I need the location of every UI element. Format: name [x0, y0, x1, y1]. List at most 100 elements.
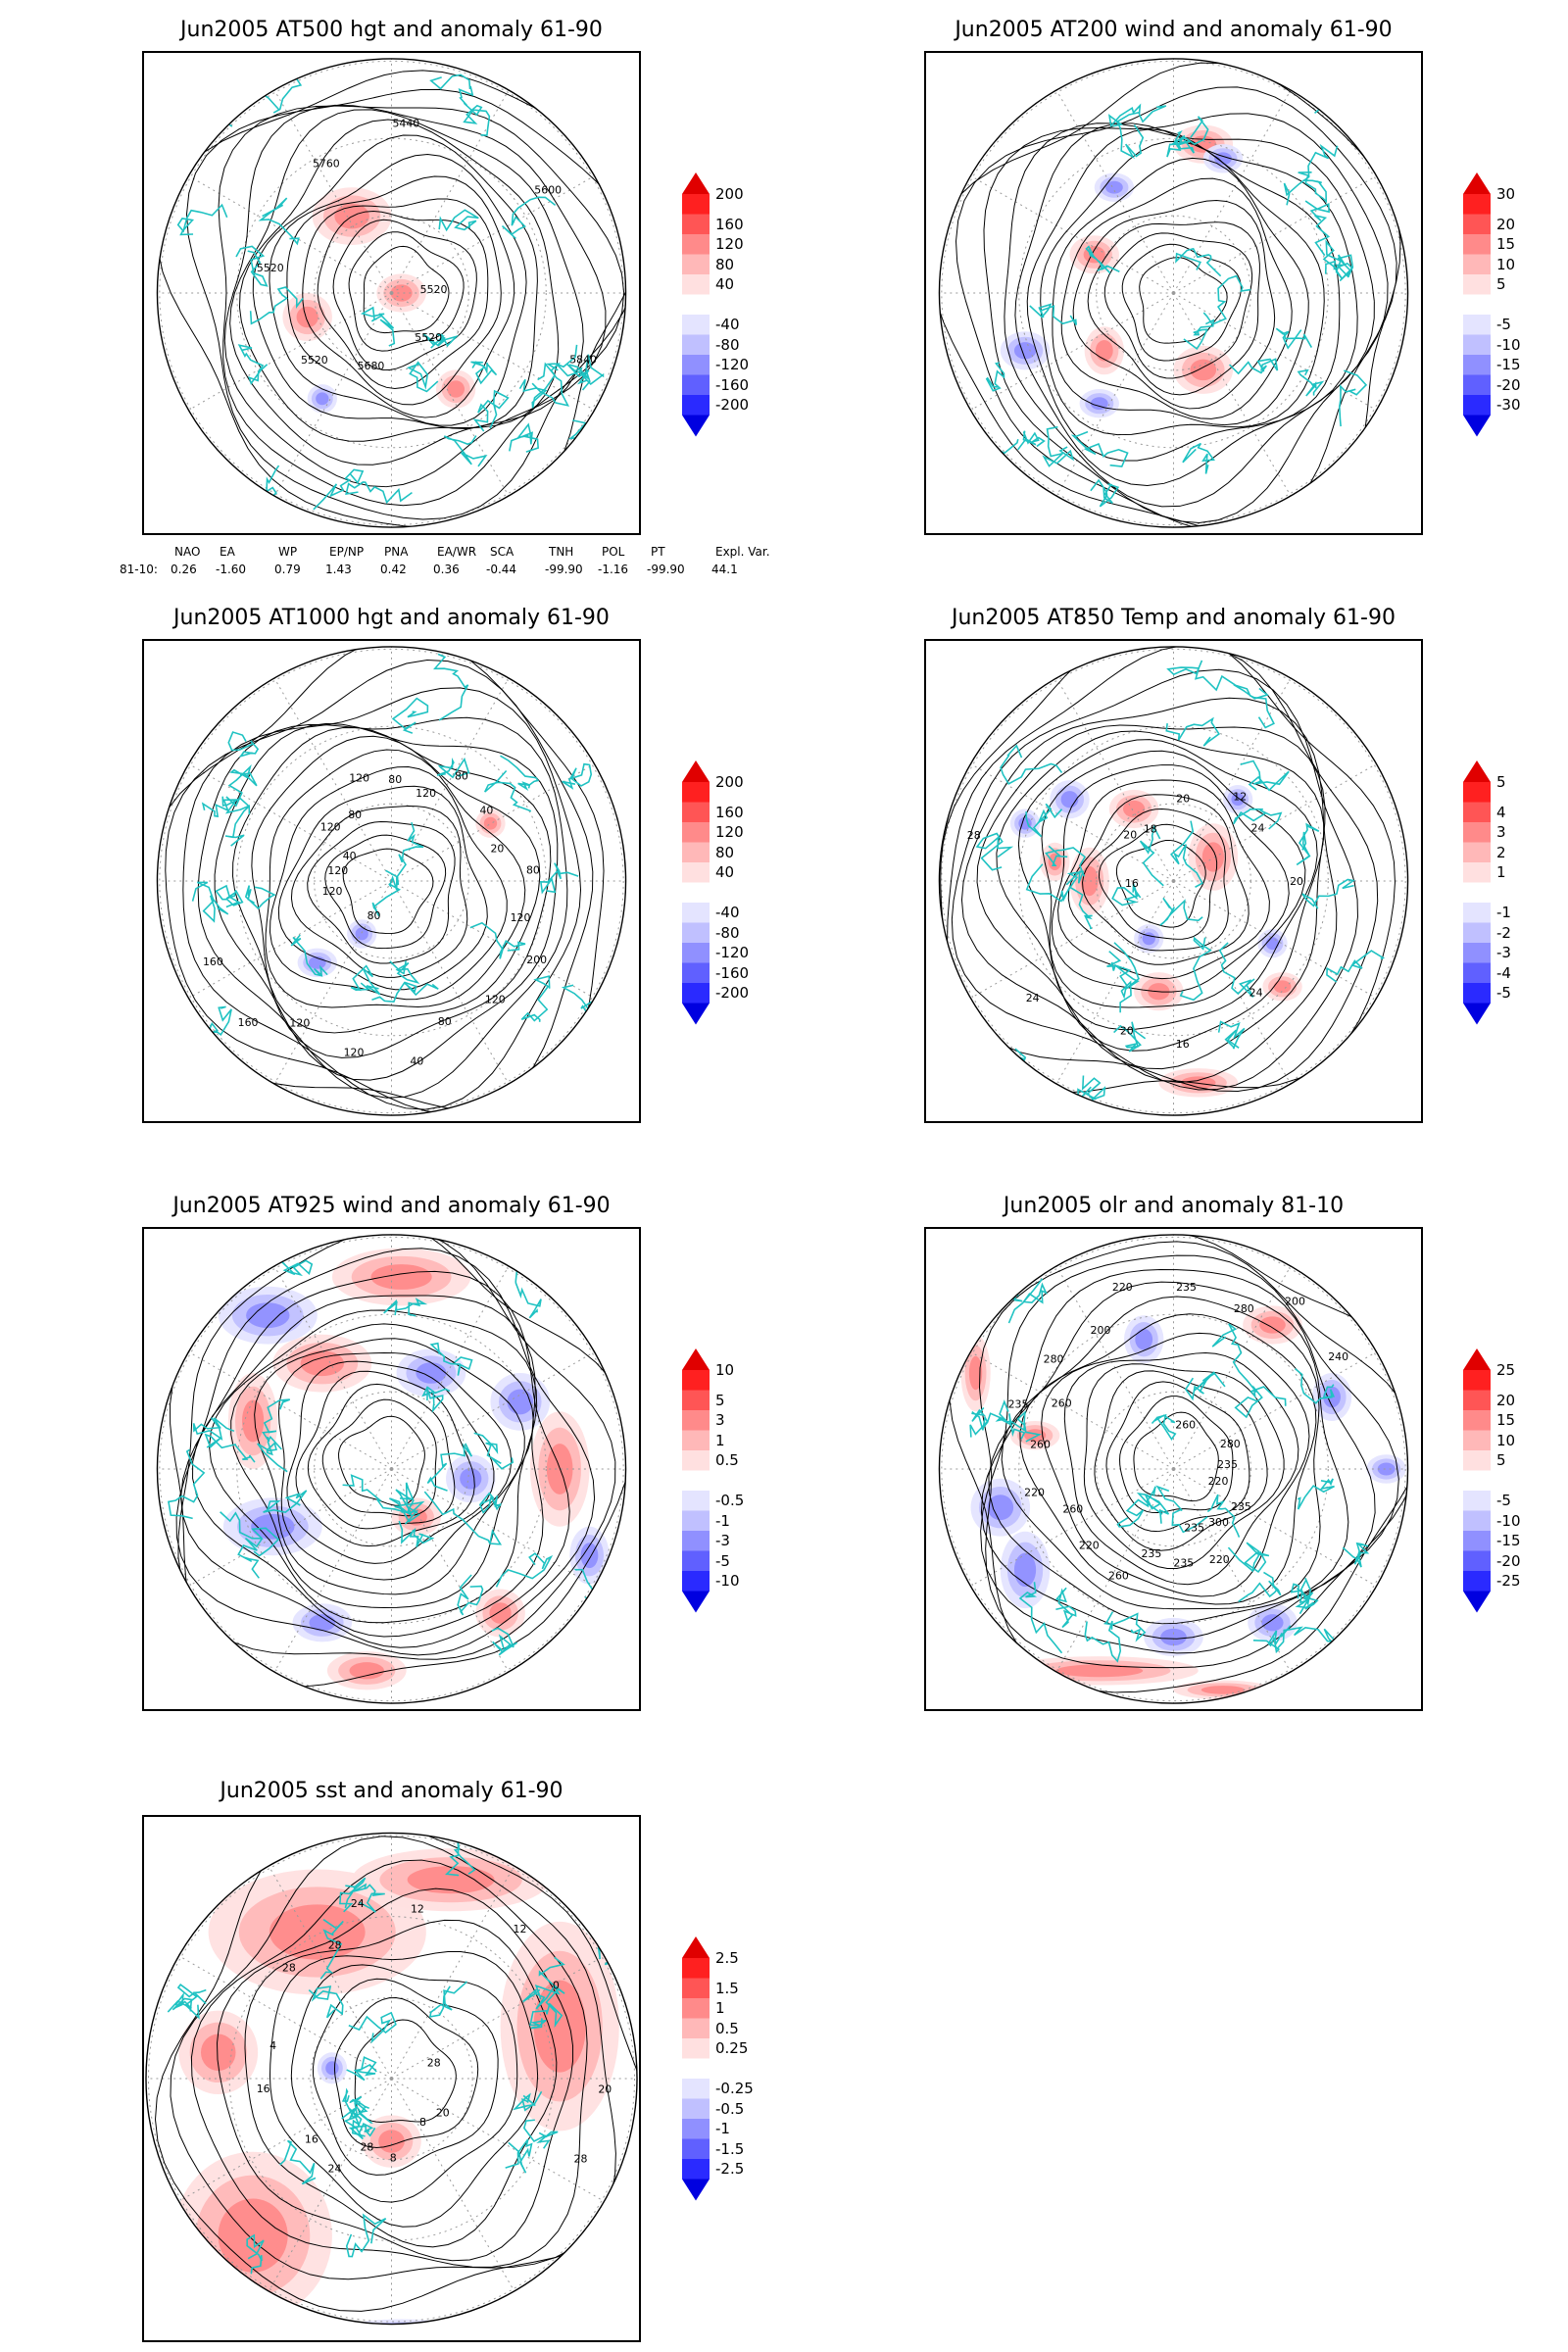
contour-line	[1082, 808, 1229, 952]
coastline	[1000, 744, 1063, 785]
coastline	[531, 363, 570, 407]
coastline	[371, 981, 439, 1004]
negative-anomaly-area	[1090, 397, 1108, 411]
teleconnection-value: 0.42	[380, 563, 407, 576]
negative-anomaly-area	[1013, 1552, 1037, 1588]
coastline	[1136, 1486, 1170, 1524]
contour-label: 5520	[415, 331, 442, 344]
contour-line	[960, 697, 1338, 1084]
coastline	[257, 1435, 288, 1473]
coastline	[389, 960, 420, 984]
colorbar-tick-label: 1.5	[715, 1979, 739, 1997]
contour-label: 20	[598, 2083, 612, 2096]
coastline	[371, 869, 402, 917]
colorbar: 2.5 1.5 1 0.5 0.25 -0.25 -0.5 -1 -1.5 -2.5	[682, 1936, 770, 2211]
coastline	[345, 2213, 387, 2258]
contour-label: 20	[1176, 793, 1190, 806]
coastline	[443, 435, 488, 467]
contour-label: 220	[1024, 1486, 1045, 1498]
polar-map: 28 24 24 20 16 12 8 28 20 16 12 8 4 0 28 28 28	[145, 1832, 638, 2326]
contour-line	[354, 2019, 457, 2123]
colorbar-tick-label: -4	[1496, 963, 1511, 982]
contour-label: 0	[553, 1979, 560, 1991]
contour-line	[290, 806, 468, 978]
contour-label: 260	[1175, 1419, 1196, 1432]
coastline	[423, 1491, 503, 1545]
colorbar-tick-label: -80	[715, 923, 740, 942]
positive-anomaly-area	[483, 816, 498, 830]
contour-label: 120	[344, 1046, 365, 1058]
coastline	[360, 306, 396, 347]
negative-anomaly-area	[1060, 791, 1079, 808]
teleconnection-header: EA	[220, 545, 235, 559]
contour-label: 120	[511, 911, 531, 924]
teleconnection-header: POL	[602, 545, 625, 559]
colorbar-tick-label: -1	[715, 1511, 730, 1530]
panel-title: Jun2005 AT500 hgt and anomaly 61-90	[180, 18, 603, 42]
contour-label: 8	[419, 2116, 426, 2129]
coastline	[1233, 808, 1283, 830]
coastline	[539, 862, 579, 895]
coastline	[290, 934, 328, 978]
coastline	[254, 465, 280, 525]
colorbar-tick-label: -40	[715, 904, 740, 922]
contour-label: 24	[328, 2163, 342, 2176]
contour-label: 235	[1141, 1547, 1161, 1560]
coastline	[1240, 760, 1290, 792]
coastline	[345, 481, 413, 505]
contour-line	[1098, 823, 1218, 940]
polar-map: 80 120 200 120 80 40 120 80 160 80 120 120 40 120 80 12…	[156, 646, 627, 1116]
contour-line	[269, 1951, 539, 2228]
contour-label: 5680	[358, 360, 385, 372]
coastline	[1227, 1542, 1270, 1574]
coastline	[1085, 245, 1120, 274]
contour-line	[1103, 232, 1253, 379]
coastline	[1060, 886, 1093, 930]
teleconnection-header: TNH	[549, 545, 574, 559]
contour-label: 28	[967, 829, 981, 842]
teleconnection-value: 0.26	[171, 563, 197, 576]
colorbar-tick-label: -20	[1496, 375, 1521, 394]
coastline	[1218, 942, 1255, 998]
negative-anomaly-area	[416, 1362, 447, 1384]
coastline	[1045, 845, 1087, 877]
panel-title: Jun2005 AT925 wind and anomaly 61-90	[172, 1194, 611, 1218]
contour-label: 5760	[313, 158, 340, 171]
colorbar-tick-label: 0.5	[715, 2019, 739, 2037]
contour-label: 24	[1250, 987, 1263, 1000]
coastline	[1170, 820, 1203, 888]
coastline	[398, 1520, 435, 1547]
coastline	[426, 1443, 473, 1492]
coastline	[1017, 430, 1046, 451]
contour-label: 260	[1062, 1502, 1083, 1515]
panel-title: Jun2005 olr and anomaly 81-10	[1003, 1194, 1345, 1218]
coastline	[501, 196, 557, 240]
colorbar-tick-label: -0.25	[715, 2080, 754, 2098]
contour-label: 120	[320, 820, 341, 833]
coastline	[518, 362, 556, 409]
contour-label: 120	[327, 864, 348, 877]
contour-line	[244, 1919, 558, 2248]
colorbar-tick-label: 5	[1496, 1451, 1506, 1470]
coastline	[1322, 239, 1349, 280]
contour-line	[223, 104, 607, 488]
coastline	[1054, 1587, 1077, 1629]
contour-label: 200	[1285, 1296, 1305, 1308]
contour-line	[170, 1234, 626, 1688]
contour-line	[1119, 1396, 1234, 1514]
coastline	[1007, 1278, 1048, 1324]
contour-line	[302, 198, 502, 406]
coastline	[258, 197, 300, 246]
coastline	[975, 832, 1014, 871]
coastline	[1298, 172, 1328, 204]
coastline	[263, 1490, 308, 1513]
coastline	[473, 1432, 514, 1470]
coastline	[1339, 369, 1368, 427]
teleconnection-header: Expl. Var.	[715, 545, 770, 559]
coastline	[961, 438, 1019, 508]
positive-anomaly-area	[370, 1264, 432, 1290]
contour-line	[983, 113, 1389, 523]
coastline	[1106, 951, 1132, 1013]
negative-anomaly-area	[325, 2061, 339, 2076]
contour-label: 24	[1251, 821, 1265, 834]
